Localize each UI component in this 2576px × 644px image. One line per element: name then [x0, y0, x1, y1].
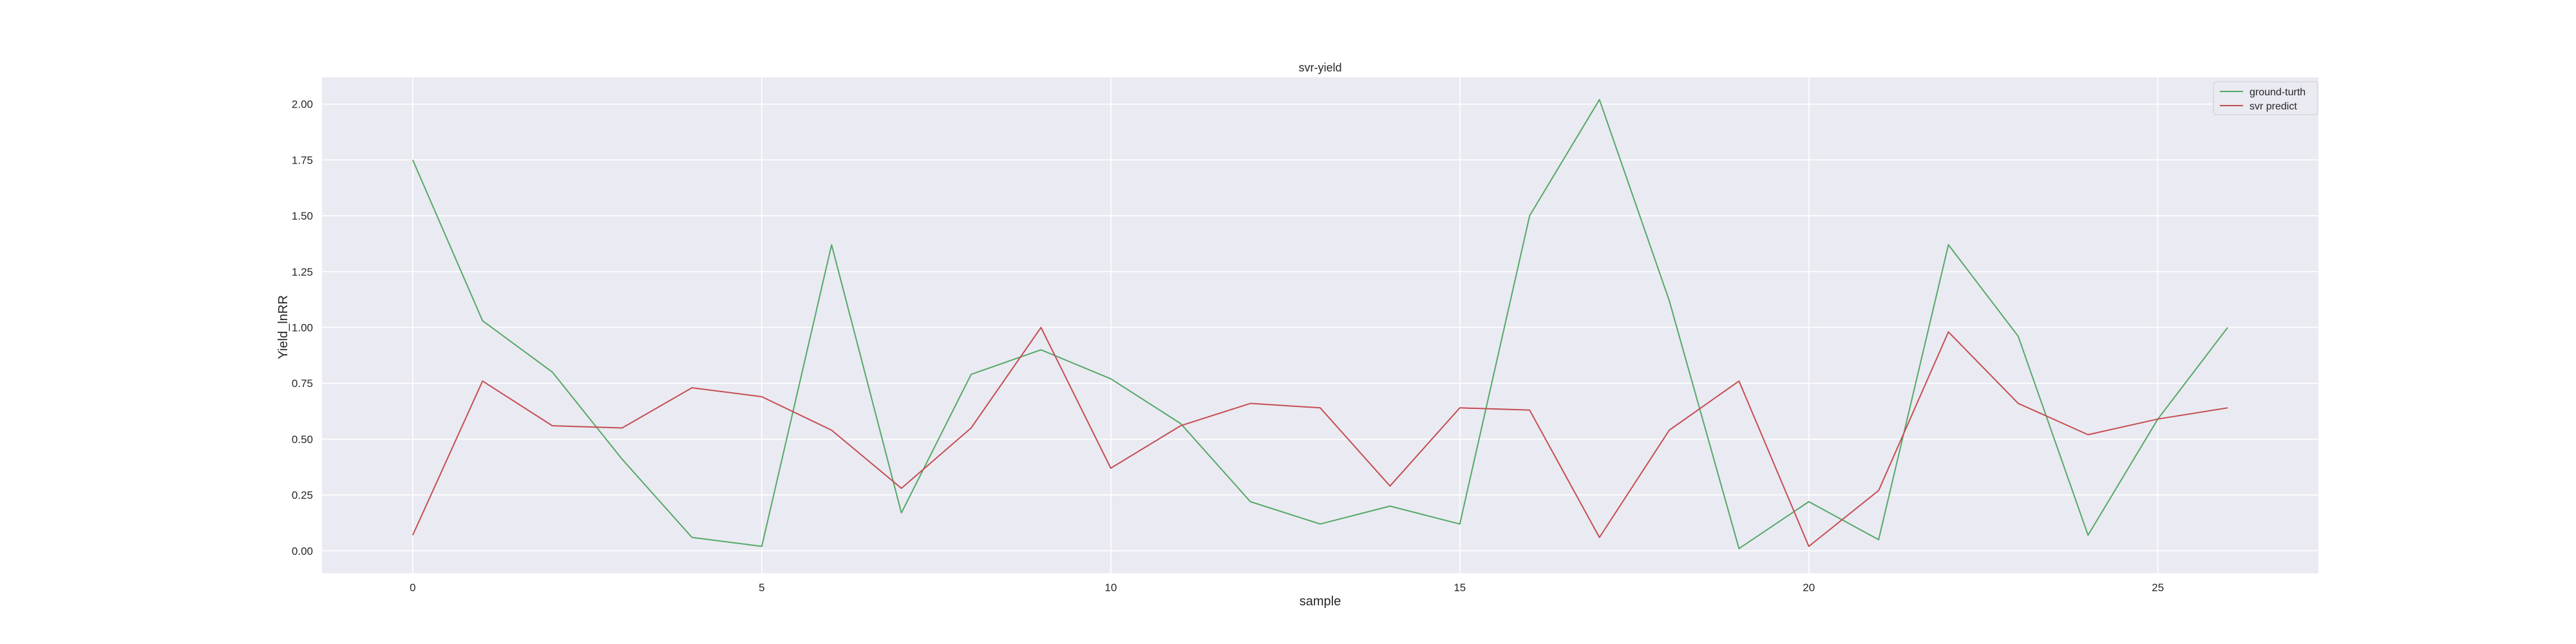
- chart-title: svr-yield: [1298, 61, 1341, 74]
- y-tick-label: 0.00: [292, 545, 313, 557]
- series-line-svr-predict: [412, 327, 2228, 547]
- y-tick-label: 1.50: [292, 210, 313, 222]
- series-lines: [412, 99, 2228, 549]
- tick-labels: 0 5 10 15 20 25 0.00 0.25 0.50 0.75 1.00 1.25 1.50 1.…: [292, 99, 2164, 594]
- y-tick-label: 1.75: [292, 154, 313, 166]
- x-tick-label: 0: [410, 582, 415, 594]
- x-tick-label: 25: [2152, 582, 2164, 594]
- plot-area: [322, 77, 2318, 573]
- y-tick-label: 0.50: [292, 433, 313, 446]
- y-tick-label: 1.00: [292, 321, 313, 334]
- legend-label-ground-turth: ground-turth: [2249, 87, 2306, 98]
- y-axis-label: Yield_lnRR: [276, 295, 290, 359]
- x-tick-label: 5: [759, 582, 764, 594]
- legend-label-svr-predict: svr predict: [2249, 101, 2297, 112]
- x-tick-label: 20: [1803, 582, 1815, 594]
- y-tick-label: 2.00: [292, 99, 313, 111]
- series-line-ground-turth: [412, 99, 2228, 549]
- legend-box: [2213, 81, 2318, 115]
- y-tick-label: 0.25: [292, 489, 313, 502]
- y-tick-label: 1.25: [292, 266, 313, 278]
- x-axis-label: sample: [1300, 594, 1341, 609]
- x-tick-label: 15: [1454, 582, 1466, 594]
- y-tick-label: 0.75: [292, 377, 313, 390]
- legend: ground-turth svr predict: [2213, 81, 2318, 115]
- x-tick-label: 10: [1104, 582, 1117, 594]
